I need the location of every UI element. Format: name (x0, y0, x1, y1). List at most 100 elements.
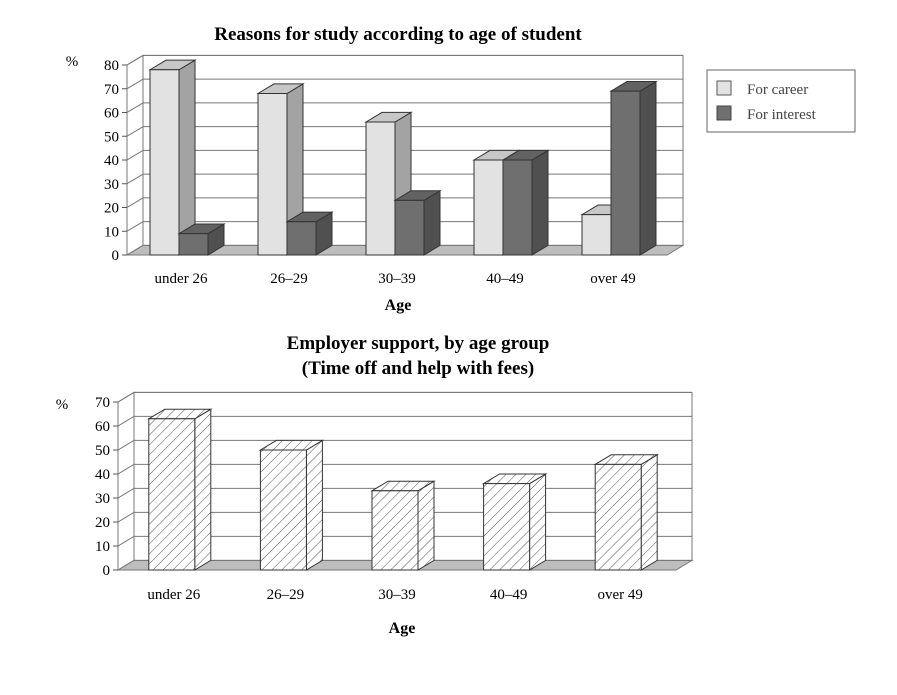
bar-for-interest-1 (285, 211, 334, 256)
y-tick-label: 40 (104, 153, 119, 169)
bar-value-0 (146, 408, 213, 571)
y-tick-label: 80 (104, 58, 119, 74)
bar-front (371, 490, 419, 571)
legend-box (706, 69, 856, 133)
gridline-side (126, 173, 144, 185)
bar-for-career-0 (148, 59, 197, 256)
bar-side (640, 453, 658, 571)
chart-2-x-axis-label: Age (389, 620, 416, 637)
bar-for-interest-4 (609, 80, 658, 256)
bar-for-career-1 (256, 83, 305, 256)
gridline-side (126, 54, 144, 66)
chart-1-y-ticks: 0 10 20 30 40 50 60 70 80 (104, 58, 127, 264)
x-category-label: over 49 (590, 271, 635, 287)
chart-2: Employer support, by age group (Time off… (56, 333, 694, 637)
gridline-side (126, 197, 144, 208)
x-category-label: under 26 (155, 271, 208, 287)
gridline-side (117, 391, 135, 403)
chart-2-x-categories: under 26 26–29 30–39 40–49 over 49 (147, 587, 643, 603)
bar-front (483, 483, 531, 571)
gridline-side (117, 535, 135, 547)
bar-for-interest-2 (393, 189, 442, 256)
legend-swatch-career (716, 80, 732, 96)
bar-front (365, 121, 396, 256)
x-category-label: 30–39 (378, 271, 416, 287)
y-tick-label: 30 (95, 491, 110, 507)
bar-value-4 (593, 453, 660, 571)
x-category-label: 26–29 (267, 587, 305, 603)
bar-for-interest-3 (501, 149, 550, 256)
chart-1-bars (148, 59, 658, 256)
gridline-side (117, 439, 135, 451)
bar-front (473, 159, 504, 256)
x-category-label: under 26 (147, 587, 200, 603)
bar-front (610, 90, 641, 256)
y-tick-label: 50 (95, 443, 110, 459)
gridline-side (126, 221, 144, 232)
chart-1-title: Reasons for study according to age of st… (214, 24, 582, 45)
y-tick-label: 70 (104, 82, 119, 98)
x-category-label: over 49 (597, 587, 642, 603)
bar-front (149, 69, 180, 256)
gridline-side (117, 415, 135, 427)
bar-side (531, 149, 549, 256)
chart-1-y-unit: % (66, 54, 79, 70)
gridline-side (126, 149, 144, 161)
legend-label-career: For career (747, 82, 808, 98)
bar-front (286, 221, 317, 256)
chart-1-x-categories: under 26 26–29 30–39 40–49 over 49 (155, 271, 636, 287)
y-tick-label: 30 (104, 177, 119, 193)
y-tick-label: 60 (95, 419, 110, 435)
bar-front (257, 93, 288, 256)
y-tick-label: 70 (95, 395, 110, 411)
y-tick-label: 20 (104, 201, 119, 217)
bar-value-1 (258, 439, 325, 571)
chart-1-legend: For career For interest (706, 69, 856, 133)
gridline-side (117, 463, 135, 475)
bar-side (529, 473, 547, 571)
chart-1-x-axis-label: Age (385, 297, 412, 314)
x-category-label: 40–49 (486, 271, 524, 287)
bar-front (148, 418, 196, 571)
bar-front (394, 199, 425, 256)
bar-side (305, 439, 323, 571)
y-tick-label: 50 (104, 129, 119, 145)
side-wall (117, 391, 135, 571)
chart-2-bars (146, 408, 660, 571)
y-tick-label: 60 (104, 106, 119, 122)
y-tick-label: 0 (103, 563, 111, 579)
bar-side (639, 80, 657, 256)
y-tick-label: 10 (95, 539, 110, 555)
bar-value-3 (481, 473, 548, 571)
y-tick-label: 40 (95, 467, 110, 483)
y-tick-label: 10 (104, 224, 119, 240)
legend-label-interest: For interest (747, 107, 817, 123)
bar-front (178, 233, 209, 256)
bar-front (594, 463, 642, 571)
x-category-label: 30–39 (378, 587, 416, 603)
legend-swatch-interest (716, 105, 732, 121)
bar-value-2 (370, 480, 436, 571)
bar-side (194, 408, 212, 571)
x-category-label: 26–29 (270, 271, 308, 287)
gridline-side (126, 126, 144, 137)
y-tick-label: 0 (112, 248, 120, 264)
gridline-side (117, 487, 135, 499)
x-category-label: 40–49 (490, 587, 528, 603)
bar-front (581, 214, 612, 256)
gridline-side (126, 102, 144, 113)
chart-1: Reasons for study according to age of st… (66, 24, 856, 314)
chart-2-title: Employer support, by age group (287, 333, 550, 354)
bar-side (423, 189, 441, 256)
chart-2-subtitle: (Time off and help with fees) (302, 358, 534, 379)
y-tick-label: 20 (95, 515, 110, 531)
gridline-side (117, 511, 135, 523)
bar-side (417, 480, 435, 571)
bar-front (502, 159, 533, 256)
bar-front (259, 449, 307, 571)
chart-2-y-unit: % (56, 397, 69, 413)
chart-2-y-ticks: 0 10 20 30 40 50 60 70 (95, 395, 118, 579)
gridline-side (126, 78, 144, 90)
bar-for-interest-0 (177, 223, 226, 256)
